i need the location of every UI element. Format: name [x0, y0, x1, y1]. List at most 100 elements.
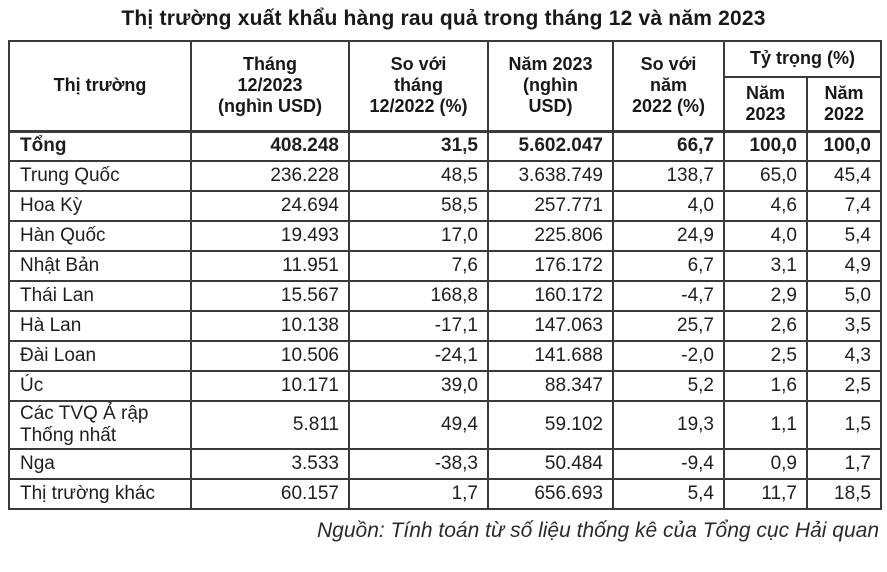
cell-year-value: 176.172 [487, 250, 614, 282]
cell-year-value: 88.347 [487, 370, 614, 402]
cell-share-2023: 11,7 [723, 477, 808, 510]
cell-share-2022: 18,5 [806, 477, 882, 510]
col-header-share-group: Tỷ trọng (%) [723, 40, 882, 78]
cell-share-2022: 4,3 [806, 340, 882, 372]
table-row: Nhật Bản 11.951 7,6 176.172 6,7 3,1 4,9 [8, 250, 882, 282]
cell-month-value: 236.228 [190, 160, 350, 192]
cell-share-2022: 4,9 [806, 250, 882, 282]
col-header-month-value: Tháng 12/2023 (nghìn USD) [190, 40, 350, 132]
cell-vs-year: 5,2 [612, 370, 725, 402]
cell-share-2023: 2,6 [723, 310, 808, 342]
cell-share-2022: 5,0 [806, 280, 882, 312]
cell-vs-month: 168,8 [348, 280, 489, 312]
col-header-vs-year: So với năm 2022 (%) [612, 40, 725, 132]
cell-year-value: 257.771 [487, 190, 614, 222]
table-row: Úc 10.171 39,0 88.347 5,2 1,6 2,5 [8, 370, 882, 402]
cell-vs-month: 48,5 [348, 160, 489, 192]
cell-year-value: 656.693 [487, 477, 614, 510]
col-header-share-2022: Năm 2022 [806, 76, 882, 132]
cell-vs-year: -9,4 [612, 447, 725, 480]
row-label: Các TVQ Ả rập Thống nhất [8, 400, 192, 450]
cell-month-value: 10.171 [190, 370, 350, 402]
cell-year-value: 5.602.047 [487, 129, 614, 162]
cell-vs-year: 5,4 [612, 477, 725, 510]
cell-vs-month: 7,6 [348, 250, 489, 282]
cell-month-value: 3.533 [190, 447, 350, 480]
cell-share-2023: 1,1 [723, 400, 808, 450]
cell-month-value: 60.157 [190, 477, 350, 510]
row-label: Hàn Quốc [8, 220, 192, 252]
col-header-market: Thị trường [8, 40, 192, 132]
row-label: Thái Lan [8, 280, 192, 312]
cell-vs-month: 1,7 [348, 477, 489, 510]
row-label: Hoa Kỳ [8, 190, 192, 222]
row-label: Đài Loan [8, 340, 192, 372]
cell-month-value: 10.506 [190, 340, 350, 372]
table-row: Hoa Kỳ 24.694 58,5 257.771 4,0 4,6 7,4 [8, 190, 882, 222]
cell-year-value: 160.172 [487, 280, 614, 312]
cell-vs-year: 138,7 [612, 160, 725, 192]
cell-share-2023: 100,0 [723, 129, 808, 162]
col-header-year-value: Năm 2023 (nghìn USD) [487, 40, 614, 132]
row-label: Nhật Bản [8, 250, 192, 282]
cell-month-value: 11.951 [190, 250, 350, 282]
table-row: Đài Loan 10.506 -24,1 141.688 -2,0 2,5 4… [8, 340, 882, 372]
cell-year-value: 3.638.749 [487, 160, 614, 192]
cell-share-2023: 0,9 [723, 447, 808, 480]
cell-share-2022: 1,5 [806, 400, 882, 450]
table-header: Thị trường Tháng 12/2023 (nghìn USD) So … [8, 40, 882, 132]
cell-vs-month: 39,0 [348, 370, 489, 402]
cell-month-value: 19.493 [190, 220, 350, 252]
cell-vs-month: 49,4 [348, 400, 489, 450]
cell-vs-year: -4,7 [612, 280, 725, 312]
cell-vs-year: 19,3 [612, 400, 725, 450]
cell-share-2023: 65,0 [723, 160, 808, 192]
cell-vs-year: -2,0 [612, 340, 725, 372]
table-row: Thái Lan 15.567 168,8 160.172 -4,7 2,9 5… [8, 280, 882, 312]
header-row-sub: Năm 2023 Năm 2022 [9, 76, 882, 132]
row-label: Thị trường khác [8, 477, 192, 510]
cell-share-2023: 4,0 [723, 220, 808, 252]
cell-month-value: 15.567 [190, 280, 350, 312]
cell-share-2022: 100,0 [806, 129, 882, 162]
cell-vs-year: 66,7 [612, 129, 725, 162]
cell-share-2022: 45,4 [806, 160, 882, 192]
table-row: Hà Lan 10.138 -17,1 147.063 25,7 2,6 3,5 [8, 310, 882, 342]
table-row: Hàn Quốc 19.493 17,0 225.806 24,9 4,0 5,… [8, 220, 882, 252]
cell-vs-month: 31,5 [348, 129, 489, 162]
row-label: Tổng [8, 129, 192, 162]
cell-share-2023: 2,5 [723, 340, 808, 372]
cell-year-value: 141.688 [487, 340, 614, 372]
cell-vs-month: -17,1 [348, 310, 489, 342]
table-body: Tổng 408.248 31,5 5.602.047 66,7 100,0 1… [8, 129, 882, 510]
source-note: Nguồn: Tính toán từ số liệu thống kê của… [317, 518, 879, 542]
cell-share-2022: 3,5 [806, 310, 882, 342]
header-row-group: Thị trường Tháng 12/2023 (nghìn USD) So … [8, 40, 882, 132]
cell-month-value: 5.811 [190, 400, 350, 450]
cell-vs-month: -38,3 [348, 447, 489, 480]
col-header-share-2023: Năm 2023 [723, 76, 808, 132]
cell-share-2022: 1,7 [806, 447, 882, 480]
cell-vs-year: 25,7 [612, 310, 725, 342]
cell-share-2023: 2,9 [723, 280, 808, 312]
table-row: Trung Quốc 236.228 48,5 3.638.749 138,7 … [8, 160, 882, 192]
cell-vs-month: 58,5 [348, 190, 489, 222]
cell-share-2023: 4,6 [723, 190, 808, 222]
cell-vs-year: 6,7 [612, 250, 725, 282]
cell-month-value: 10.138 [190, 310, 350, 342]
col-header-vs-month: So với tháng 12/2022 (%) [348, 40, 489, 132]
cell-vs-month: 17,0 [348, 220, 489, 252]
cell-vs-year: 24,9 [612, 220, 725, 252]
export-markets-table: Thị trường Tháng 12/2023 (nghìn USD) So … [8, 40, 882, 510]
cell-month-value: 24.694 [190, 190, 350, 222]
cell-year-value: 225.806 [487, 220, 614, 252]
row-label: Nga [8, 447, 192, 480]
table-row: Thị trường khác 60.157 1,7 656.693 5,4 1… [8, 477, 882, 510]
cell-share-2022: 2,5 [806, 370, 882, 402]
cell-share-2022: 7,4 [806, 190, 882, 222]
table-row: Nga 3.533 -38,3 50.484 -9,4 0,9 1,7 [8, 447, 882, 480]
row-label: Hà Lan [8, 310, 192, 342]
cell-vs-month: -24,1 [348, 340, 489, 372]
cell-share-2023: 3,1 [723, 250, 808, 282]
